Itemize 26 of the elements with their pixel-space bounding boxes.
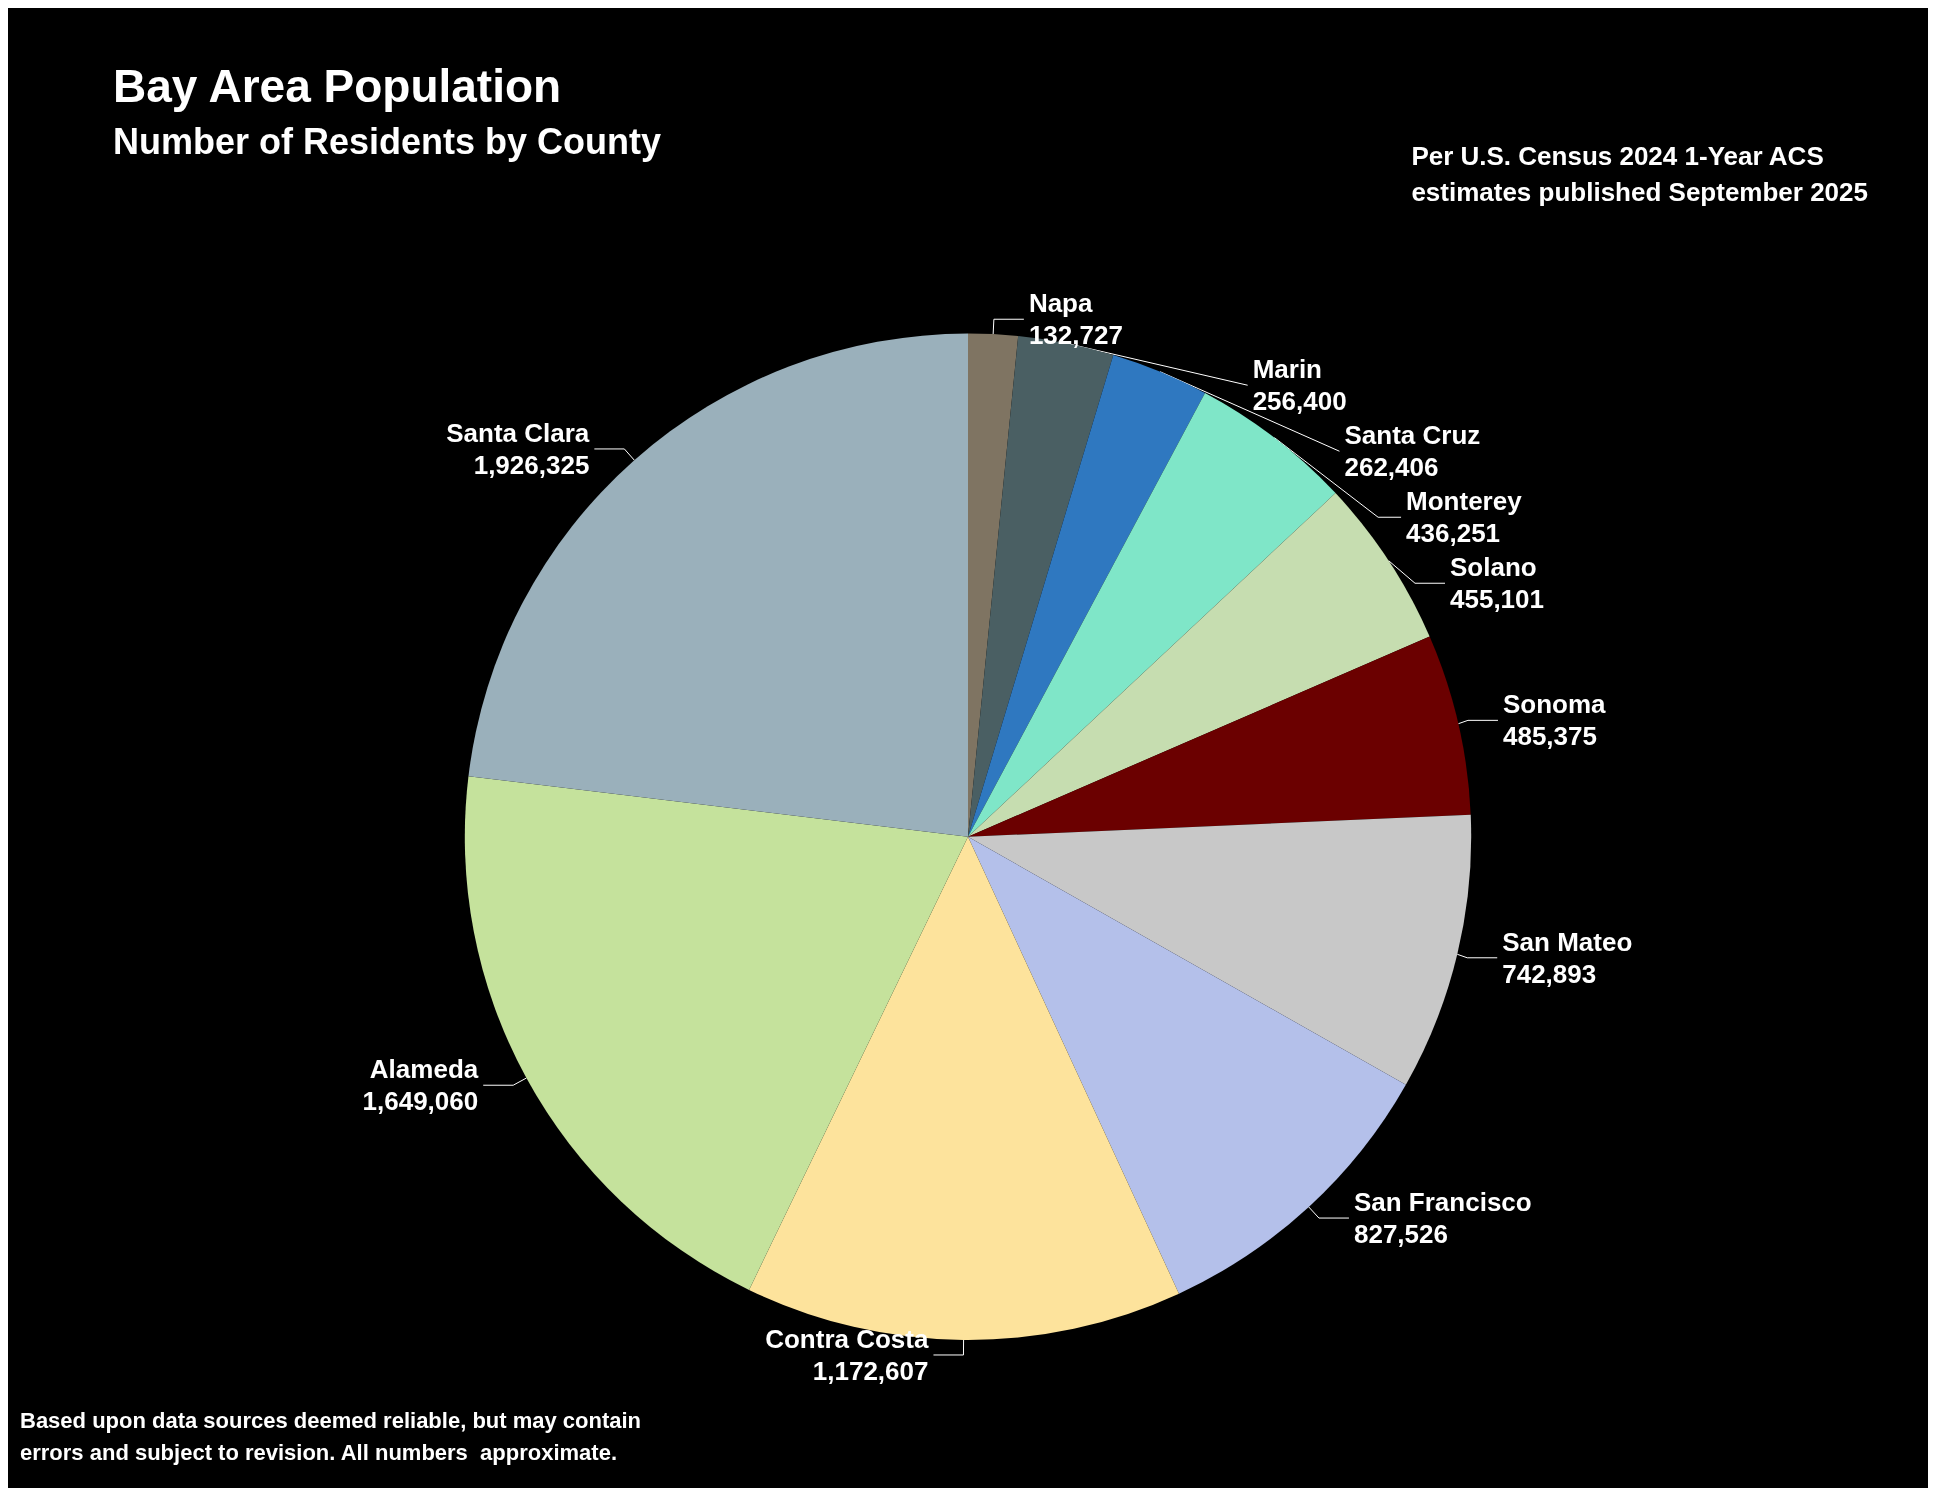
- chart-title: Bay Area Population: [113, 60, 562, 112]
- data-label: 262,406: [1344, 452, 1439, 483]
- slice-label: Contra Costa: [765, 1323, 929, 1354]
- text: Based upon data sources deemed reliable, but may contain errors and subject to revision. All numbers approximate.: [20, 1407, 642, 1465]
- data-label: 485,375: [1502, 721, 1597, 752]
- slice-label: Marin: [1252, 354, 1322, 385]
- data-label: 436,251: [1406, 518, 1501, 549]
- data-label: 1,926,325: [473, 449, 590, 480]
- data-label: 132,727: [1028, 320, 1123, 351]
- slice-label: Solano: [1450, 552, 1537, 583]
- data-label: 1,649,060: [362, 1086, 479, 1117]
- slice-label: Santa Clara: [446, 417, 590, 448]
- slice-label: San Francisco: [1353, 1187, 1532, 1218]
- data-label: 742,893: [1502, 958, 1597, 989]
- slice-label: San Mateo: [1502, 926, 1633, 957]
- text: Per U.S. Census 2024 1-Year ACS estimates published September 2025: [1411, 141, 1868, 207]
- data-label: 256,400: [1252, 386, 1347, 417]
- data-label: 1,172,607: [812, 1355, 929, 1386]
- chart-subtitle: Number of Residents by County: [113, 120, 662, 162]
- data-label: 827,526: [1353, 1219, 1448, 1250]
- slice-label: Napa: [1028, 288, 1093, 319]
- slice-label: Santa Cruz: [1344, 420, 1481, 451]
- slice-label: Alameda: [369, 1054, 479, 1085]
- slice-label: Monterey: [1406, 486, 1523, 517]
- slice-label: Sonoma: [1502, 689, 1607, 720]
- data-label: 455,101: [1450, 584, 1544, 615]
